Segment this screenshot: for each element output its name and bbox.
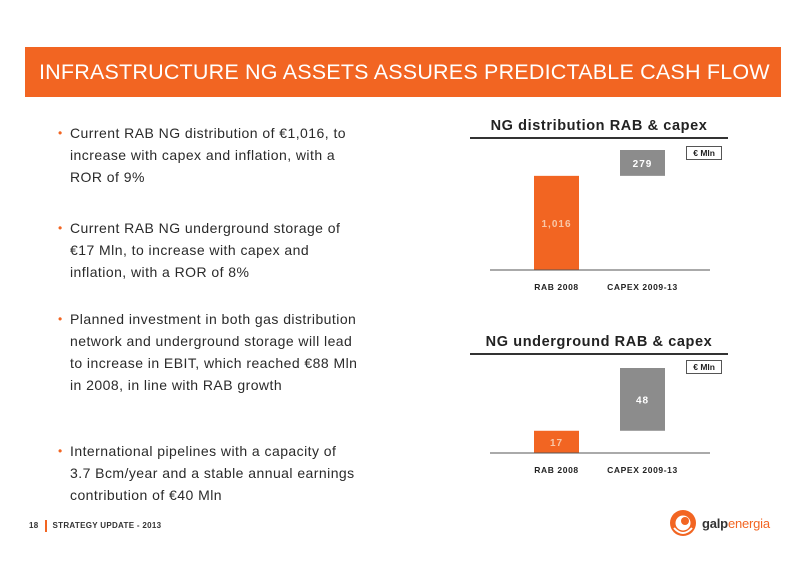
bar-rab: [534, 175, 579, 270]
bar-capex: [620, 150, 665, 176]
chart-ng-distribution: NG distribution RAB & capex € Mln 1,016 R…: [470, 118, 728, 292]
bullet-text: Current RAB NG distribution of €1,016, t…: [70, 125, 347, 185]
bullet-item: • Current RAB NG underground storage of …: [58, 217, 358, 283]
chart-title: NG distribution RAB & capex: [470, 118, 728, 139]
chart-svg: 1,016 RAB 2008 279 CAPEX 2009-13: [490, 150, 710, 292]
unit-badge: € Mln: [686, 360, 722, 374]
category-label: CAPEX 2009-13: [607, 282, 678, 292]
bar-rab: [534, 430, 579, 453]
footer: 18 STRATEGY UPDATE - 2013: [29, 520, 161, 532]
bullet-text: International pipelines with a capacity …: [70, 443, 355, 503]
bullet-text: Planned investment in both gas distribut…: [70, 311, 358, 393]
page-title: INFRASTRUCTURE NG ASSETS ASSURES PREDICT…: [39, 59, 770, 84]
footer-text: STRATEGY UPDATE - 2013: [52, 521, 162, 531]
category-label: RAB 2008: [534, 465, 579, 475]
data-label: 1,016: [541, 219, 571, 230]
bullet-item: • Current RAB NG distribution of €1,016,…: [58, 122, 358, 188]
bullet-dot-icon: •: [58, 312, 63, 326]
chart-ng-underground: NG underground RAB & capex € Mln 17 RAB 2…: [470, 334, 728, 475]
chart-svg: 17 RAB 2008 48 CAPEX 2009-13: [490, 368, 710, 475]
logo-text: galpenergia: [702, 516, 770, 531]
data-label: 48: [636, 395, 649, 406]
company-logo: galpenergia: [668, 508, 770, 538]
unit-badge: € Mln: [686, 146, 722, 160]
galp-logo-icon: [670, 510, 696, 536]
bullet-dot-icon: •: [58, 221, 63, 235]
category-label: RAB 2008: [534, 282, 579, 292]
data-label: 17: [550, 438, 563, 449]
bullet-dot-icon: •: [58, 126, 63, 140]
bullet-text: Current RAB NG underground storage of €1…: [70, 220, 341, 280]
chart-title: NG underground RAB & capex: [470, 334, 728, 355]
bullet-dot-icon: •: [58, 444, 63, 458]
category-label: CAPEX 2009-13: [607, 465, 678, 475]
logo-brand-2: energia: [727, 515, 770, 531]
page-number: 18: [29, 521, 39, 531]
bar-capex: [620, 368, 665, 431]
data-label: 279: [633, 159, 653, 170]
title-banner: INFRASTRUCTURE NG ASSETS ASSURES PREDICT…: [25, 47, 781, 97]
footer-divider: [44, 520, 47, 532]
logo-brand-1: galp: [702, 515, 728, 531]
bullet-item: • Planned investment in both gas distrib…: [58, 308, 358, 396]
bullet-item: • International pipelines with a capacit…: [58, 440, 358, 506]
